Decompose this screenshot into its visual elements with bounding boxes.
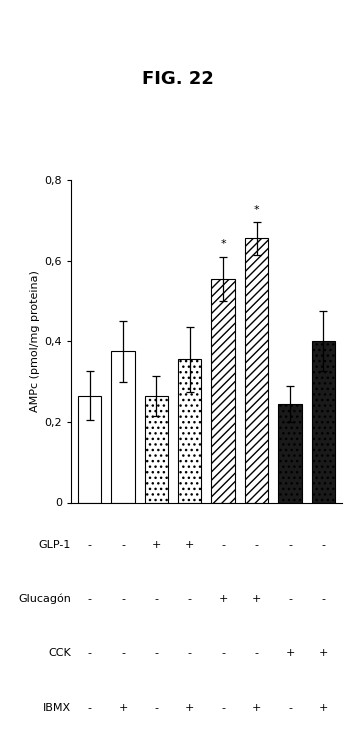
Text: CCK: CCK xyxy=(48,649,71,658)
Text: -: - xyxy=(321,540,325,550)
Text: -: - xyxy=(88,540,91,550)
Text: FIG. 22: FIG. 22 xyxy=(142,70,214,88)
Bar xyxy=(211,279,235,502)
Text: -: - xyxy=(255,540,258,550)
Text: +: + xyxy=(319,649,328,658)
Text: +: + xyxy=(285,649,295,658)
Text: -: - xyxy=(188,649,192,658)
Text: -: - xyxy=(88,649,91,658)
Text: *: * xyxy=(254,205,260,215)
Text: -: - xyxy=(288,594,292,604)
Text: -: - xyxy=(221,540,225,550)
Text: -: - xyxy=(221,649,225,658)
Y-axis label: AMPc (pmol/mg proteina): AMPc (pmol/mg proteina) xyxy=(30,270,40,413)
Text: -: - xyxy=(121,594,125,604)
Text: IBMX: IBMX xyxy=(43,703,71,712)
Bar xyxy=(111,351,135,502)
Text: -: - xyxy=(155,649,158,658)
Bar xyxy=(245,238,268,502)
Text: +: + xyxy=(219,594,228,604)
Bar xyxy=(78,396,101,502)
Text: +: + xyxy=(252,594,261,604)
Bar xyxy=(278,404,302,502)
Text: -: - xyxy=(255,649,258,658)
Text: -: - xyxy=(221,703,225,712)
Text: *: * xyxy=(220,239,226,249)
Text: -: - xyxy=(121,540,125,550)
Text: -: - xyxy=(288,703,292,712)
Text: Glucagón: Glucagón xyxy=(18,594,71,604)
Text: +: + xyxy=(152,540,161,550)
Text: -: - xyxy=(321,594,325,604)
Bar xyxy=(145,396,168,502)
Text: -: - xyxy=(88,703,91,712)
Text: -: - xyxy=(155,703,158,712)
Text: -: - xyxy=(188,594,192,604)
Text: +: + xyxy=(185,540,194,550)
Bar xyxy=(312,341,335,502)
Text: -: - xyxy=(155,594,158,604)
Text: GLP-1: GLP-1 xyxy=(39,540,71,550)
Text: +: + xyxy=(185,703,194,712)
Text: +: + xyxy=(319,703,328,712)
Text: -: - xyxy=(88,594,91,604)
Text: +: + xyxy=(118,703,128,712)
Bar xyxy=(178,359,201,503)
Text: +: + xyxy=(252,703,261,712)
Text: -: - xyxy=(288,540,292,550)
Text: -: - xyxy=(121,649,125,658)
